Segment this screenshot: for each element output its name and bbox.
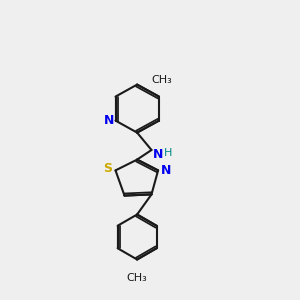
Text: N: N <box>153 148 164 161</box>
Text: CH₃: CH₃ <box>127 273 148 283</box>
Text: CH₃: CH₃ <box>152 75 172 85</box>
Text: S: S <box>103 162 112 176</box>
Text: H: H <box>164 148 172 158</box>
Text: N: N <box>103 114 114 127</box>
Text: N: N <box>160 164 171 177</box>
